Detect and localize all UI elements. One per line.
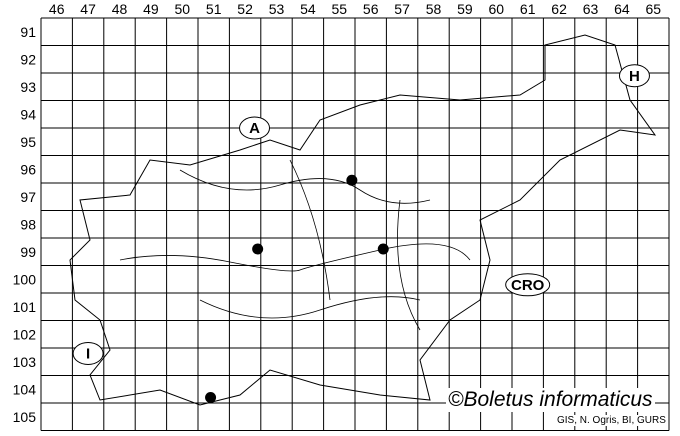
column-label: 50 (175, 1, 191, 17)
column-label: 62 (551, 1, 567, 17)
row-label: 92 (20, 51, 36, 67)
row-label: 94 (20, 106, 36, 122)
record-dot (205, 392, 217, 403)
record-dot (377, 243, 389, 255)
column-label: 64 (614, 1, 630, 17)
column-label: 60 (489, 1, 505, 17)
row-label: 102 (13, 326, 37, 342)
record-dot (346, 174, 358, 186)
row-label: 101 (13, 299, 37, 315)
column-label: 49 (143, 1, 159, 17)
data-source: GIS, N. Ogris, BI, GURS (555, 415, 668, 426)
row-label: 96 (20, 161, 36, 177)
row-label: 95 (20, 134, 36, 150)
country-label: CRO (511, 277, 545, 294)
row-label: 91 (20, 24, 36, 40)
column-label: 51 (206, 1, 222, 17)
column-label: 54 (300, 1, 316, 17)
column-label: 65 (646, 1, 662, 17)
column-label: 57 (394, 1, 410, 17)
row-label: 93 (20, 79, 36, 95)
copyright-credit: ©Boletus informaticus (446, 388, 655, 412)
column-label: 56 (363, 1, 379, 17)
column-label: 59 (457, 1, 473, 17)
country-label-oval (618, 64, 650, 88)
row-label: 99 (20, 244, 36, 260)
row-label: 100 (13, 271, 37, 287)
country-label: I (86, 346, 90, 363)
country-border (69, 34, 657, 406)
row-label: 98 (20, 216, 36, 232)
column-label: 46 (49, 1, 65, 17)
column-label: 53 (269, 1, 285, 17)
column-label: 48 (112, 1, 128, 17)
record-dot (252, 243, 264, 255)
row-label: 105 (13, 409, 37, 425)
row-label: 104 (13, 381, 37, 397)
column-label: 47 (80, 1, 96, 17)
country-label-oval (505, 273, 551, 297)
column-label: 58 (426, 1, 442, 17)
row-label: 97 (20, 189, 36, 205)
country-label: A (249, 120, 260, 137)
column-label: 52 (237, 1, 253, 17)
country-label-oval (239, 116, 271, 140)
column-label: 55 (332, 1, 348, 17)
column-label: 61 (520, 1, 536, 17)
rivers (119, 159, 471, 331)
country-label-oval (72, 342, 104, 365)
row-label: 103 (13, 354, 37, 370)
column-label: 63 (583, 1, 599, 17)
country-label: H (629, 68, 640, 85)
